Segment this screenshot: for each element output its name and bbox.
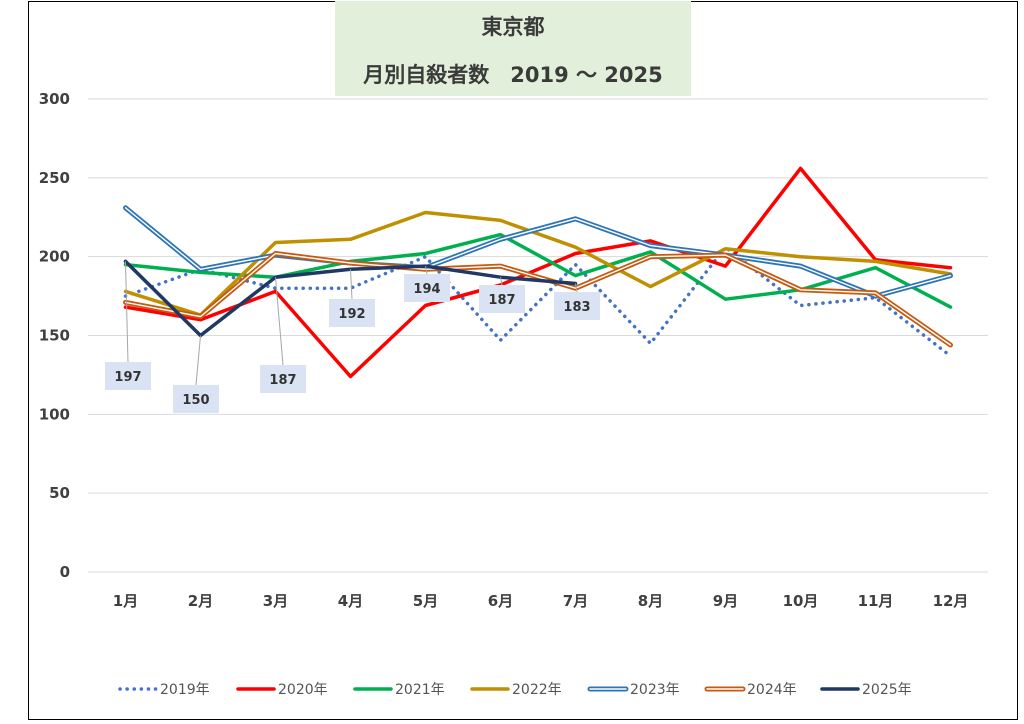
legend-label: 2020年 <box>278 682 328 698</box>
series-2020年 <box>123 166 953 379</box>
x-tick-label: 1月 <box>113 592 138 610</box>
data-label: 183 <box>563 300 590 315</box>
y-tick-label: 200 <box>39 248 70 266</box>
legend-label: 2023年 <box>630 682 680 698</box>
x-tick-label: 3月 <box>263 592 288 610</box>
series-2021年 <box>123 232 953 309</box>
data-label-box <box>105 362 151 390</box>
series-line <box>123 210 953 317</box>
series-2023年 <box>123 205 953 299</box>
data-label: 187 <box>269 373 296 388</box>
chart-title-box: 東京都 月別自殺者数 2019 ～ 2025 <box>335 1 691 96</box>
data-label-box <box>404 274 450 302</box>
series-2024年 <box>123 251 953 348</box>
y-tick-label: 50 <box>49 484 70 502</box>
legend-label: 2021年 <box>395 682 445 698</box>
legend-label: 2025年 <box>862 682 912 698</box>
series-line-inner <box>124 252 952 346</box>
leader-line <box>350 269 353 300</box>
x-tick-label: 4月 <box>338 592 363 610</box>
leader-line <box>425 266 428 275</box>
x-tick-label: 12月 <box>933 592 969 610</box>
y-tick-label: 150 <box>39 327 70 345</box>
data-label: 150 <box>182 393 209 408</box>
x-tick-label: 6月 <box>488 592 513 610</box>
series-line <box>123 166 953 379</box>
leader-line <box>125 261 129 363</box>
data-label: 192 <box>338 307 365 322</box>
legend-label: 2024年 <box>747 682 797 698</box>
data-label-box <box>329 299 375 327</box>
y-tick-label: 0 <box>60 563 70 581</box>
y-tick-label: 300 <box>39 90 70 108</box>
x-tick-label: 7月 <box>563 592 588 610</box>
series-2022年 <box>123 210 953 317</box>
chart-frame <box>28 1 1018 720</box>
data-label: 197 <box>114 370 141 385</box>
legend: 2019年 2020年 2021年 2022年 2023年 2024年 2025年 <box>118 682 912 698</box>
data-label: 194 <box>413 282 440 297</box>
data-label-box <box>260 365 306 393</box>
y-tick-label: 250 <box>39 169 70 187</box>
chart-title: 東京都 <box>481 15 545 39</box>
legend-label: 2022年 <box>512 682 562 698</box>
legend-label: 2019年 <box>160 682 210 698</box>
series-line-inner <box>124 207 952 297</box>
x-tick-label: 5月 <box>413 592 438 610</box>
x-tick-label: 8月 <box>638 592 663 610</box>
leader-line <box>500 277 503 286</box>
leader-line <box>195 335 201 386</box>
data-label-box <box>173 385 219 413</box>
x-tick-label: 11月 <box>858 592 894 610</box>
data-labels: 197 150 187 192 194 187 183 <box>105 261 600 413</box>
x-tick-label: 2月 <box>188 592 213 610</box>
x-tick-label: 9月 <box>713 592 738 610</box>
leader-line <box>275 277 284 366</box>
chart-subtitle: 月別自殺者数 2019 ～ 2025 <box>363 63 663 87</box>
leader-line <box>575 283 578 293</box>
data-label: 187 <box>488 293 515 308</box>
series-line <box>123 232 953 309</box>
x-tick-label: 10月 <box>783 592 819 610</box>
y-tick-label: 100 <box>39 405 70 423</box>
data-label-box <box>479 285 525 313</box>
data-label-box <box>554 292 600 320</box>
